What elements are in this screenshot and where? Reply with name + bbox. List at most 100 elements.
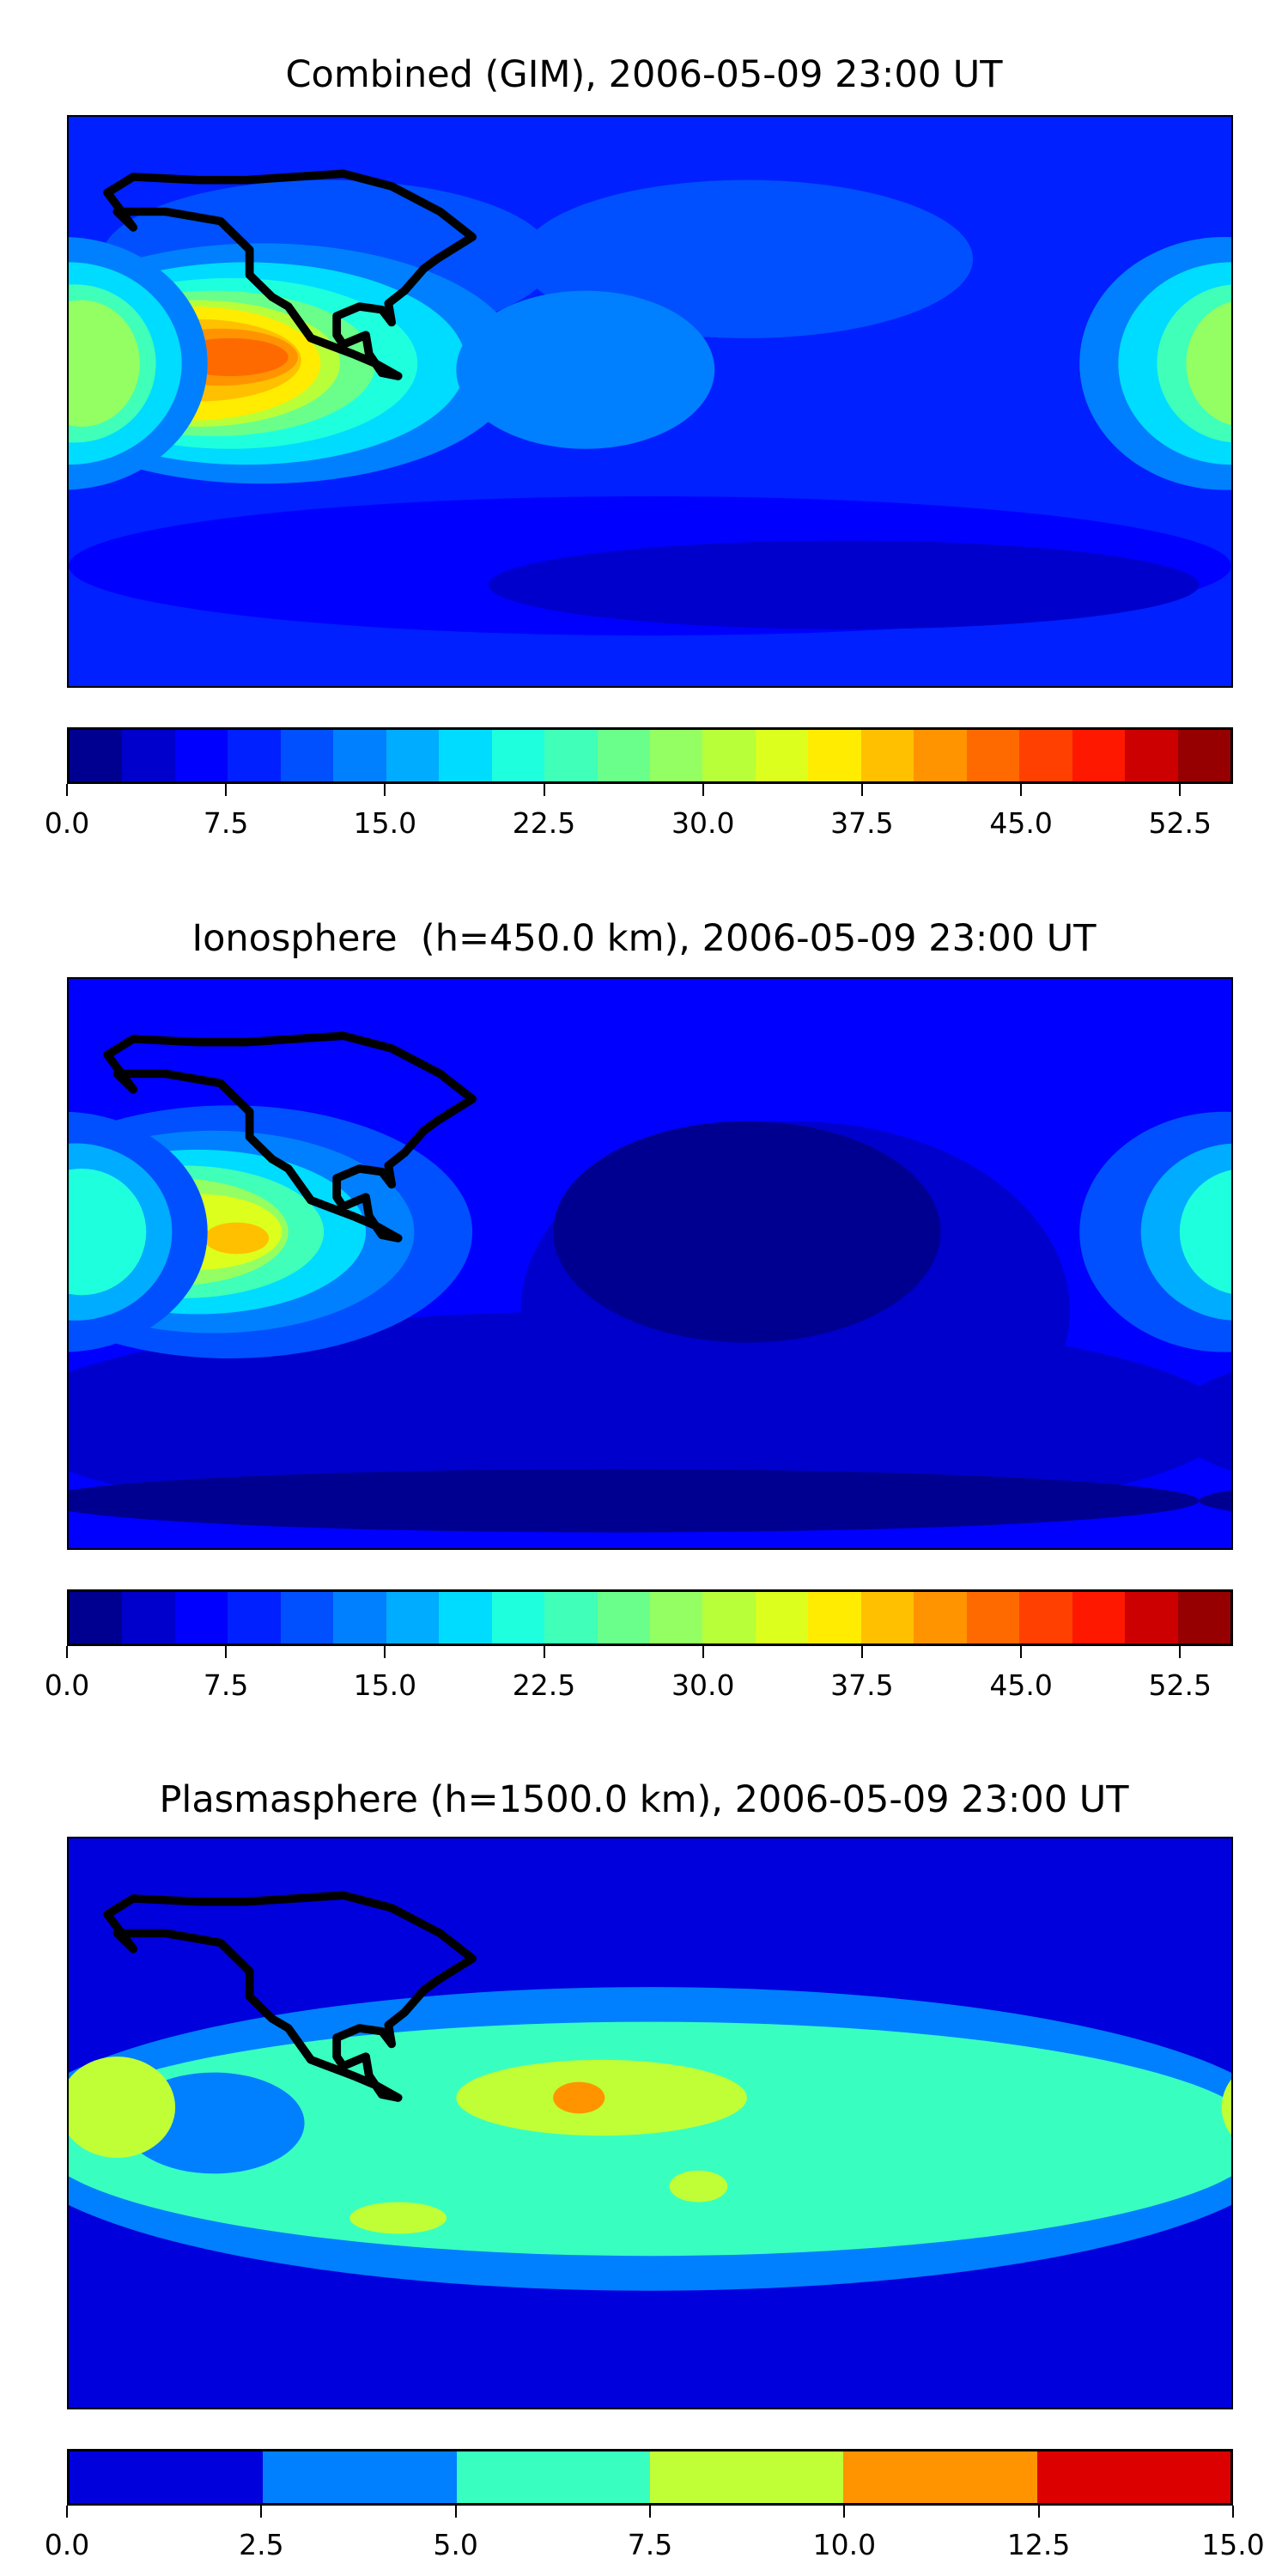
colorbar-swatch bbox=[439, 730, 492, 781]
colorbar-tick bbox=[860, 1646, 863, 1658]
colorbar-swatch bbox=[491, 1592, 545, 1643]
colorbar-swatch bbox=[649, 730, 703, 781]
map-ionosphere bbox=[67, 977, 1233, 1550]
coastlines bbox=[103, 169, 477, 380]
contour-region bbox=[69, 300, 140, 427]
colorbar-tick-label: 0.0 bbox=[44, 2528, 90, 2561]
colorbar-tick-label: 22.5 bbox=[512, 1668, 576, 1702]
colorbar-swatch bbox=[263, 2451, 457, 2503]
colorbar-swatch bbox=[808, 1592, 861, 1643]
colorbar-tick-label: 7.5 bbox=[203, 806, 249, 840]
colorbar-tick bbox=[225, 1646, 228, 1658]
colorbar-tick-label: 0.0 bbox=[44, 1668, 90, 1702]
colorbar-tick bbox=[454, 2506, 457, 2518]
colorbar-swatch bbox=[70, 2451, 264, 2503]
colorbar-tick-label: 52.5 bbox=[1148, 806, 1212, 840]
colorbar-swatch bbox=[544, 730, 598, 781]
colorbar-swatch bbox=[228, 730, 281, 781]
colorbar-tick-label: 2.5 bbox=[239, 2528, 284, 2561]
contour-region bbox=[69, 2057, 176, 2158]
colorbar-swatch bbox=[491, 730, 545, 781]
colorbar-swatch bbox=[808, 730, 861, 781]
colorbar-swatch bbox=[597, 1592, 650, 1643]
coast-north-america bbox=[103, 1891, 477, 2102]
coast-north-america bbox=[103, 169, 477, 380]
contour-region bbox=[1166, 1372, 1231, 1472]
colorbar-ticks-combined: 0.0 7.5 15.0 22.5 30.0 37.5 45.0 52.5 bbox=[45, 784, 1233, 844]
colorbar-swatch bbox=[1177, 1592, 1230, 1643]
contour-region bbox=[1199, 1490, 1231, 1511]
map-combined bbox=[67, 115, 1233, 688]
contour-region bbox=[553, 1121, 941, 1343]
panel-title-combined: Combined (GIM), 2006-05-09 23:00 UT bbox=[285, 53, 1003, 96]
colorbar-tick bbox=[860, 784, 863, 796]
colorbar-tick bbox=[702, 1646, 704, 1658]
colorbar-swatch bbox=[228, 1592, 281, 1643]
map-field bbox=[69, 117, 1231, 686]
map-field bbox=[69, 979, 1231, 1548]
contour-region bbox=[488, 540, 1200, 629]
colorbar-swatch bbox=[597, 730, 650, 781]
colorbar-tick bbox=[66, 784, 68, 796]
colorbar-swatch bbox=[966, 730, 1020, 781]
colorbar-tick bbox=[1179, 784, 1182, 796]
contour-region bbox=[349, 2202, 447, 2234]
colorbar-plasmasphere bbox=[67, 2449, 1233, 2506]
colorbar-swatch bbox=[70, 1592, 123, 1643]
colorbar-swatch bbox=[544, 1592, 598, 1643]
contour-region bbox=[1221, 2079, 1231, 2136]
colorbar-swatch bbox=[860, 1592, 914, 1643]
coastlines bbox=[103, 1031, 477, 1242]
colorbar-tick bbox=[1020, 784, 1023, 796]
colorbar-swatch bbox=[755, 1592, 809, 1643]
colorbar-swatch bbox=[174, 1592, 228, 1643]
colorbar-tick bbox=[1232, 2506, 1234, 2518]
map-plasmasphere bbox=[67, 1837, 1233, 2409]
colorbar-swatch bbox=[914, 730, 967, 781]
contour-region bbox=[669, 2170, 728, 2202]
colorbar-tick-label: 37.5 bbox=[830, 1668, 894, 1702]
colorbar-swatch bbox=[1125, 730, 1178, 781]
contour-region bbox=[204, 1222, 270, 1255]
colorbar-swatch bbox=[649, 1592, 703, 1643]
colorbar-swatch bbox=[333, 1592, 386, 1643]
colorbar-swatch bbox=[1036, 2451, 1230, 2503]
colorbar-swatch bbox=[755, 730, 809, 781]
colorbar-swatch bbox=[122, 1592, 175, 1643]
colorbar-tick bbox=[543, 784, 545, 796]
colorbar-tick-label: 5.0 bbox=[433, 2528, 478, 2561]
colorbar-tick bbox=[384, 1646, 386, 1658]
contour-region bbox=[69, 1468, 1200, 1533]
contour-region bbox=[1186, 301, 1231, 426]
colorbar-tick-label: 15.0 bbox=[353, 806, 417, 840]
colorbar-tick bbox=[66, 1646, 68, 1658]
contour-region bbox=[69, 1169, 147, 1296]
colorbar-swatch bbox=[914, 1592, 967, 1643]
colorbar-swatch bbox=[966, 1592, 1020, 1643]
contour-region bbox=[553, 2081, 605, 2114]
contour-region bbox=[1199, 2101, 1231, 2177]
colorbar-swatch bbox=[122, 730, 175, 781]
coastlines bbox=[103, 1891, 477, 2102]
colorbar-ticks-ionosphere: 0.0 7.5 15.0 22.5 30.0 37.5 45.0 52.5 bbox=[45, 1646, 1233, 1706]
colorbar-swatch bbox=[280, 730, 334, 781]
colorbar-swatch bbox=[1019, 730, 1072, 781]
colorbar-swatch bbox=[1019, 1592, 1072, 1643]
colorbar-swatch bbox=[456, 2451, 650, 2503]
colorbar-swatch bbox=[702, 1592, 756, 1643]
colorbar-swatch bbox=[333, 730, 386, 781]
colorbar-tick bbox=[1037, 2506, 1040, 2518]
colorbar-swatch bbox=[649, 2451, 844, 2503]
colorbar-swatch bbox=[1177, 730, 1230, 781]
colorbar-tick-label: 30.0 bbox=[671, 806, 735, 840]
colorbar-tick-label: 7.5 bbox=[627, 2528, 673, 2561]
colorbar-tick bbox=[66, 2506, 68, 2518]
colorbar-swatch bbox=[1072, 730, 1126, 781]
contour-region bbox=[456, 290, 715, 449]
colorbar-tick-label: 45.0 bbox=[989, 806, 1053, 840]
colorbar-tick-label: 15.0 bbox=[353, 1668, 417, 1702]
colorbar-tick bbox=[702, 784, 704, 796]
colorbar-swatch bbox=[843, 2451, 1037, 2503]
colorbar-swatch bbox=[70, 730, 123, 781]
colorbar-tick bbox=[260, 2506, 263, 2518]
